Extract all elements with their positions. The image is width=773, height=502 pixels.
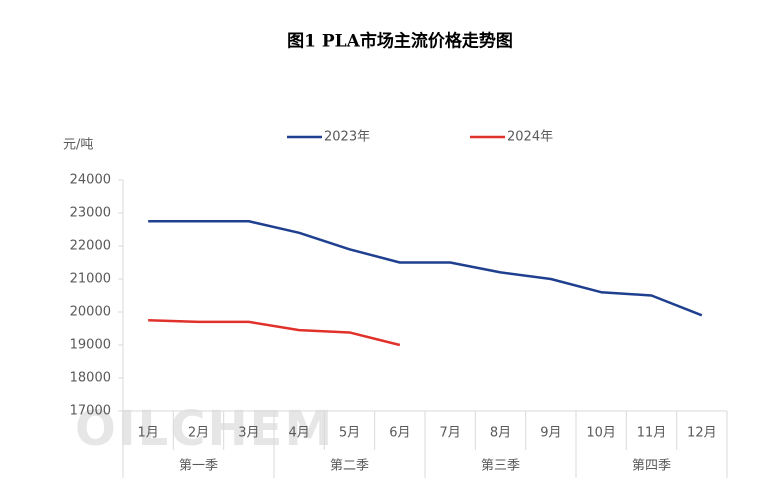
group-label: 第二季 xyxy=(330,459,369,474)
y-tick-label: 21000 xyxy=(70,272,111,287)
series-line xyxy=(148,319,401,347)
y-tick-label: 19000 xyxy=(70,338,111,353)
y-tick-label: 23000 xyxy=(70,206,111,221)
chart-title: 图1 PLA市场主流价格走势图 xyxy=(287,31,513,52)
x-tick-label: 11月 xyxy=(637,426,667,441)
x-tick-label: 3月 xyxy=(238,426,259,441)
y-tick-label: 18000 xyxy=(70,371,111,386)
group-label: 第三季 xyxy=(481,459,520,474)
legend-label: 2024年 xyxy=(507,130,553,145)
watermark: OILCHEM xyxy=(75,401,334,457)
series-line xyxy=(148,220,703,317)
x-tick-label: 4月 xyxy=(289,426,310,441)
y-tick-label: 20000 xyxy=(70,305,111,320)
x-tick-label: 1月 xyxy=(138,426,159,441)
x-tick-label: 5月 xyxy=(339,426,360,441)
group-label: 第四季 xyxy=(632,459,671,474)
y-tick-label: 24000 xyxy=(70,173,111,188)
x-tick-label: 9月 xyxy=(540,426,561,441)
y-axis-label: 元/吨 xyxy=(63,138,93,153)
legend-label: 2023年 xyxy=(324,130,370,145)
x-tick-label: 6月 xyxy=(389,426,410,441)
y-tick-label: 22000 xyxy=(70,239,111,254)
x-tick-label: 8月 xyxy=(490,426,511,441)
x-tick-label: 2月 xyxy=(188,426,209,441)
x-tick-label: 7月 xyxy=(440,426,461,441)
x-tick-label: 10月 xyxy=(586,426,616,441)
y-tick-label: 17000 xyxy=(70,404,111,419)
group-label: 第一季 xyxy=(179,459,218,474)
x-tick-label: 12月 xyxy=(687,426,717,441)
